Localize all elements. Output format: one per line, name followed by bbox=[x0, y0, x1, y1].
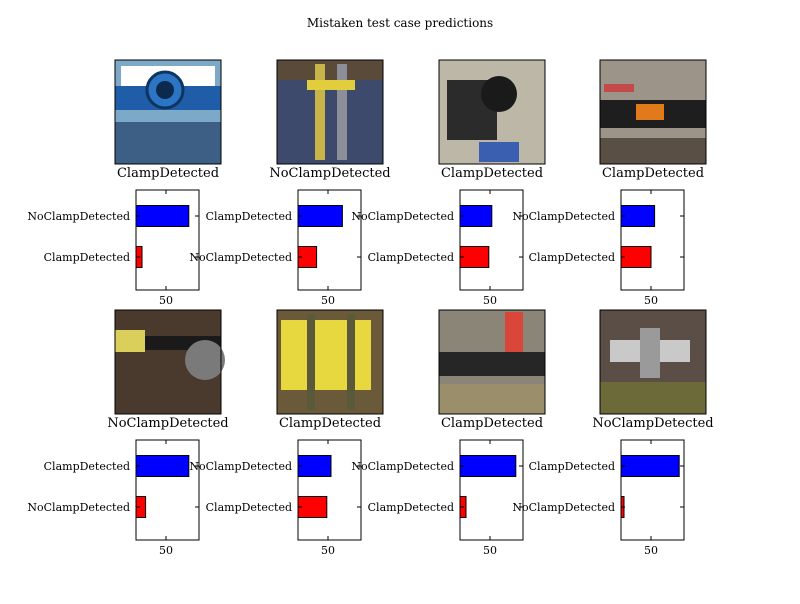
photo-thumbnail bbox=[600, 310, 706, 414]
subplot-4: ClampDetected ClampDetected NoClampDetecte… bbox=[512, 59, 707, 307]
photo-tool bbox=[604, 84, 634, 92]
panel-label: ClampDetected bbox=[279, 416, 381, 431]
panel-label: NoClampDetected bbox=[107, 416, 228, 431]
photo-valve bbox=[640, 328, 660, 378]
y-tick-label: ClampDetected bbox=[529, 460, 615, 473]
subplot-1: ClampDetected ClampDetected NoClampDetecte… bbox=[27, 59, 222, 307]
photo-clamp bbox=[115, 330, 145, 352]
photo-ground bbox=[600, 382, 706, 414]
photo-pipe bbox=[439, 352, 545, 376]
bar-1 bbox=[620, 205, 656, 227]
y-tick-label: NoClampDetected bbox=[189, 460, 292, 473]
photo-ground bbox=[277, 60, 383, 80]
panel-label: ClampDetected bbox=[602, 166, 704, 181]
photo-frame bbox=[599, 59, 707, 165]
photo-thumbnail bbox=[439, 60, 545, 164]
photo-tool-head bbox=[307, 80, 355, 90]
y-tick-label: NoClampDetected bbox=[512, 210, 615, 223]
y-tick-label: ClampDetected bbox=[368, 251, 454, 264]
bar-1 bbox=[297, 205, 343, 227]
photo-frame bbox=[114, 59, 222, 165]
bar-1 bbox=[459, 205, 493, 227]
y-tick-label: NoClampDetected bbox=[27, 210, 130, 223]
y-tick-label: NoClampDetected bbox=[512, 501, 615, 514]
subplot-5: NoClampDetected NoClampDetected ClampDetec… bbox=[27, 309, 229, 557]
photo-frame bbox=[276, 59, 384, 165]
x-tick-label: 50 bbox=[159, 544, 173, 557]
y-tick-label: ClampDetected bbox=[206, 210, 292, 223]
photo-frame bbox=[438, 309, 546, 415]
photo-red-tool bbox=[505, 312, 523, 352]
x-tick-label: 50 bbox=[159, 294, 173, 307]
subplot-8: NoClampDetected NoClampDetected ClampDetec… bbox=[512, 309, 714, 557]
subplot-7: ClampDetected ClampDetected NoClampDetecte… bbox=[351, 309, 546, 557]
x-tick-label: 50 bbox=[644, 294, 658, 307]
subplot-6: ClampDetected ClampDetected NoClampDetecte… bbox=[189, 309, 384, 557]
bar-1 bbox=[297, 455, 332, 477]
panel-label: ClampDetected bbox=[441, 166, 543, 181]
panel-label: ClampDetected bbox=[117, 166, 219, 181]
bar-1 bbox=[135, 455, 190, 477]
bar-1 bbox=[135, 205, 190, 227]
photo-frame bbox=[438, 59, 546, 165]
x-tick-label: 50 bbox=[321, 294, 335, 307]
panel-label: NoClampDetected bbox=[269, 166, 390, 181]
photo-opening bbox=[156, 81, 174, 99]
photo-thumbnail bbox=[277, 310, 383, 414]
y-tick-label: ClampDetected bbox=[44, 251, 130, 264]
panel-label: NoClampDetected bbox=[592, 416, 713, 431]
photo-ground bbox=[115, 122, 221, 164]
photo-ground bbox=[600, 138, 706, 164]
x-tick-label: 50 bbox=[644, 544, 658, 557]
y-tick-label: NoClampDetected bbox=[27, 501, 130, 514]
photo-elbow bbox=[481, 76, 517, 112]
photo-thumbnail bbox=[115, 310, 225, 414]
photo-thumbnail bbox=[439, 310, 545, 414]
panel-label: ClampDetected bbox=[441, 416, 543, 431]
x-tick-label: 50 bbox=[483, 294, 497, 307]
bar-0 bbox=[297, 496, 328, 518]
photo-thumbnail bbox=[115, 60, 221, 164]
photo-thumbnail bbox=[277, 60, 383, 164]
photo-tool-arm bbox=[315, 64, 325, 160]
subplot-2: NoClampDetected NoClampDetected ClampDetec… bbox=[189, 59, 391, 307]
bar-1 bbox=[459, 455, 517, 477]
photo-thumbnail bbox=[600, 60, 706, 164]
photo-water bbox=[439, 384, 545, 414]
x-tick-label: 50 bbox=[483, 544, 497, 557]
y-tick-label: NoClampDetected bbox=[351, 210, 454, 223]
photo-frame bbox=[114, 309, 222, 415]
bar-0 bbox=[620, 246, 652, 268]
y-tick-label: ClampDetected bbox=[206, 501, 292, 514]
bar-0 bbox=[459, 246, 490, 268]
photo-bolt bbox=[347, 314, 355, 410]
x-tick-label: 50 bbox=[321, 544, 335, 557]
bar-1 bbox=[620, 455, 680, 477]
y-tick-label: NoClampDetected bbox=[351, 460, 454, 473]
y-tick-label: NoClampDetected bbox=[189, 251, 292, 264]
photo-tool-arm bbox=[337, 64, 347, 160]
y-tick-label: ClampDetected bbox=[368, 501, 454, 514]
y-tick-label: ClampDetected bbox=[44, 460, 130, 473]
photo-clamp-body bbox=[281, 320, 371, 390]
photo-bolt bbox=[307, 314, 315, 410]
figure-title: Mistaken test case predictions bbox=[306, 16, 494, 30]
photo-frame bbox=[599, 309, 707, 415]
photo-frame bbox=[276, 309, 384, 415]
subplot-3: ClampDetected ClampDetected NoClampDetecte… bbox=[351, 59, 546, 307]
photo-label bbox=[636, 104, 664, 120]
photo-glove bbox=[479, 142, 519, 162]
photo-wheel bbox=[185, 340, 225, 380]
y-tick-label: ClampDetected bbox=[529, 251, 615, 264]
